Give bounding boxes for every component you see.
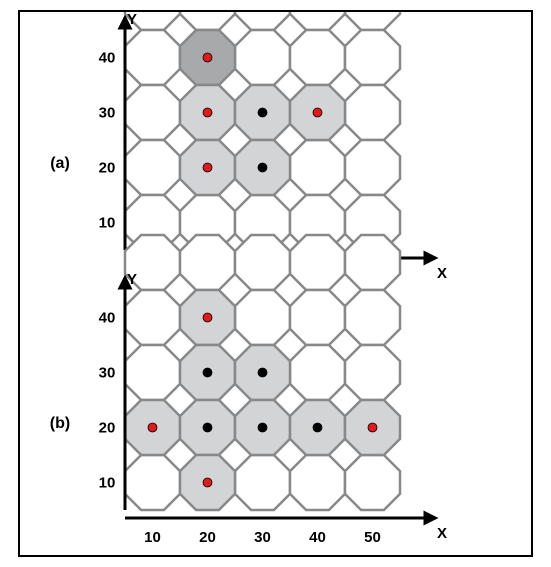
grid-cell	[290, 30, 345, 85]
grid-cell	[290, 455, 345, 510]
grid-cell	[345, 12, 400, 30]
y-tick-label: 20	[99, 420, 116, 437]
grid-cell	[290, 12, 345, 30]
grid-cell	[345, 235, 400, 290]
marker-dot	[203, 478, 212, 487]
grid-cell	[290, 345, 345, 400]
y-tick-label: 30	[99, 105, 116, 122]
y-tick-label: 10	[99, 475, 116, 492]
grid-cell	[290, 235, 345, 290]
figure-svg: 102030401020304050YX(a)10203040102030405…	[20, 12, 531, 555]
grid-cell	[345, 85, 400, 140]
y-tick-label: 30	[99, 365, 116, 382]
marker-dot	[313, 423, 322, 432]
grid-cell	[290, 290, 345, 345]
marker-dot	[368, 423, 377, 432]
grid-cell	[235, 12, 290, 30]
grid-cell	[235, 290, 290, 345]
marker-dot	[258, 368, 267, 377]
y-axis-label: Y	[127, 12, 137, 28]
y-tick-label: 10	[99, 215, 116, 232]
marker-dot	[203, 313, 212, 322]
x-axis-label: X	[437, 265, 447, 282]
grid-cell	[235, 30, 290, 85]
marker-dot	[203, 53, 212, 62]
grid-cell	[345, 345, 400, 400]
grid-cell	[125, 345, 180, 400]
marker-dot	[258, 108, 267, 117]
grid-cell	[235, 235, 290, 290]
grid-cell	[125, 455, 180, 510]
panel-label: (b)	[50, 415, 70, 432]
marker-dot	[203, 423, 212, 432]
marker-dot	[148, 423, 157, 432]
x-tick-label: 10	[144, 529, 161, 546]
y-tick-label: 40	[99, 310, 116, 327]
y-tick-label: 20	[99, 160, 116, 177]
grid-cell	[345, 140, 400, 195]
grid-cell	[125, 290, 180, 345]
grid-cell	[125, 30, 180, 85]
grid-cell	[180, 235, 235, 290]
y-axis-label: Y	[127, 271, 137, 288]
grid-cell	[180, 12, 235, 30]
y-tick-label: 40	[99, 50, 116, 67]
x-tick-label: 50	[364, 529, 381, 546]
grid-cell	[345, 30, 400, 85]
x-tick-label: 40	[309, 529, 326, 546]
marker-dot	[203, 163, 212, 172]
x-tick-label: 30	[254, 529, 271, 546]
grid-cell	[345, 455, 400, 510]
grid-cell	[125, 85, 180, 140]
marker-dot	[258, 163, 267, 172]
x-axis-label: X	[437, 525, 447, 542]
grid-cell	[345, 290, 400, 345]
grid-cell	[290, 140, 345, 195]
grid-cell	[125, 140, 180, 195]
panel-label: (a)	[50, 155, 70, 172]
x-tick-label: 20	[199, 529, 216, 546]
figure-frame: 102030401020304050YX(a)10203040102030405…	[18, 10, 533, 557]
marker-dot	[313, 108, 322, 117]
marker-dot	[203, 368, 212, 377]
grid-cell	[235, 455, 290, 510]
marker-dot	[203, 108, 212, 117]
marker-dot	[258, 423, 267, 432]
